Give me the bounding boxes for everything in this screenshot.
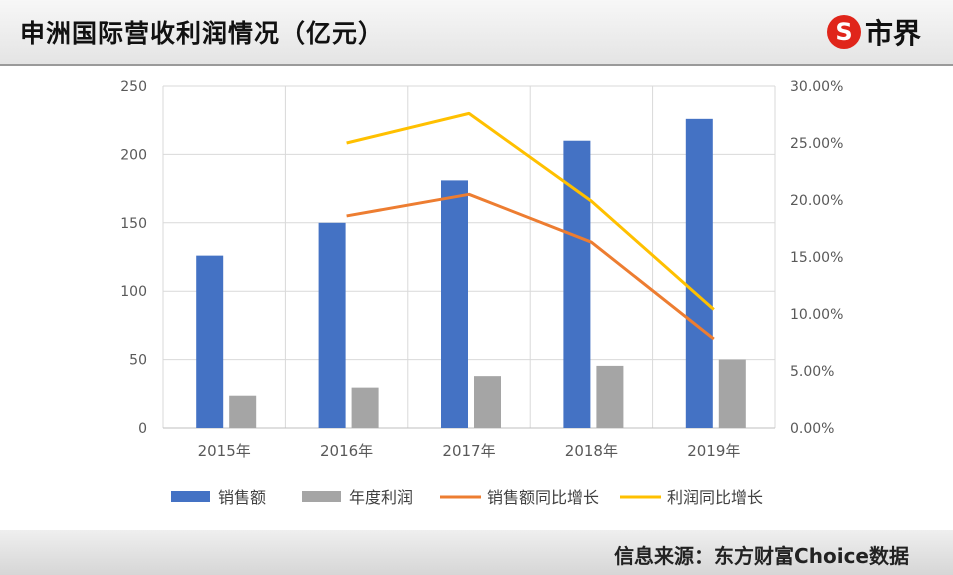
source-note: 信息来源：东方财富Choice数据 [614,544,909,568]
right-tick-label: 15.00% [790,250,843,266]
left-tick-label: 150 [120,216,147,232]
bar-profit [229,395,257,428]
page-title: 申洲国际营收利润情况（亿元） [20,19,385,48]
line-sales-growth [346,192,715,341]
left-tick-label: 200 [120,147,147,163]
brand-name: 市界 [864,17,921,50]
x-tick-label: 2015年 [198,442,251,460]
right-tick-label: 10.00% [790,307,843,323]
header-bar: 申洲国际营收利润情况（亿元） S 市界 [0,0,953,66]
bar-profit [474,376,501,428]
bar-profit [351,387,379,428]
left-tick-label: 50 [129,353,147,369]
right-tick-label: 30.00% [790,79,843,95]
bar-sales [563,140,591,428]
bar-sales [196,255,224,428]
right-tick-label: 25.00% [790,136,843,152]
left-tick-label: 250 [120,79,147,95]
bar-profit [718,359,746,428]
bar-sales [685,118,713,428]
brand: S 市界 [826,13,921,51]
bar-sales [441,180,468,428]
x-tick-label: 2017年 [442,442,495,460]
legend-swatch [171,491,210,502]
bar-sales [318,222,346,428]
left-tick-label: 100 [120,284,147,300]
line-profit-growth [346,111,715,311]
bar-profit [596,365,624,428]
chart: 0 50 100 150 200 250 0.00% 5.00% 10.00% 15.00% 20.… [120,79,843,507]
left-tick-label: 0 [138,421,147,437]
x-tick-label: 2019年 [687,442,740,460]
right-tick-label: 5.00% [790,364,834,380]
legend-swatch [302,491,341,502]
legend-label: 利润同比增长 [667,488,763,507]
right-tick-label: 20.00% [790,193,843,209]
legend-label: 销售额同比增长 [487,488,599,507]
footer-bar: 信息来源：东方财富Choice数据 [0,530,953,575]
x-tick-label: 2018年 [565,442,618,460]
brand-logo-icon: S [826,15,861,49]
legend-label: 年度利润 [349,488,413,507]
legend-label: 销售额 [218,488,266,507]
right-tick-label: 0.00% [790,421,834,437]
x-tick-label: 2016年 [320,442,373,460]
